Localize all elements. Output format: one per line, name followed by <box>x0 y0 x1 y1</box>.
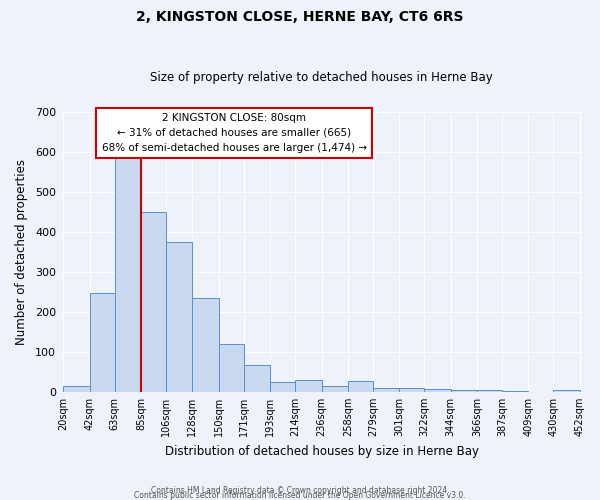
Bar <box>193 298 219 392</box>
Bar <box>399 388 424 392</box>
Bar <box>166 242 193 392</box>
X-axis label: Distribution of detached houses by size in Herne Bay: Distribution of detached houses by size … <box>164 444 479 458</box>
Bar <box>115 158 141 392</box>
Bar <box>64 386 89 392</box>
Text: 2 KINGSTON CLOSE: 80sqm
← 31% of detached houses are smaller (665)
68% of semi-d: 2 KINGSTON CLOSE: 80sqm ← 31% of detache… <box>102 113 367 152</box>
Bar <box>219 344 244 392</box>
Title: Size of property relative to detached houses in Herne Bay: Size of property relative to detached ho… <box>150 72 493 85</box>
Text: Contains public sector information licensed under the Open Government Licence v3: Contains public sector information licen… <box>134 490 466 500</box>
Bar <box>141 212 166 392</box>
Bar <box>373 388 399 392</box>
Bar <box>477 390 502 392</box>
Bar <box>348 380 373 392</box>
Bar <box>322 386 348 392</box>
Text: Contains HM Land Registry data © Crown copyright and database right 2024.: Contains HM Land Registry data © Crown c… <box>151 486 449 495</box>
Bar <box>89 293 115 392</box>
Bar <box>244 365 270 392</box>
Bar <box>295 380 322 392</box>
Bar <box>553 390 580 392</box>
Bar <box>451 390 477 392</box>
Y-axis label: Number of detached properties: Number of detached properties <box>15 159 28 345</box>
Bar <box>502 390 529 392</box>
Bar <box>424 388 451 392</box>
Text: 2, KINGSTON CLOSE, HERNE BAY, CT6 6RS: 2, KINGSTON CLOSE, HERNE BAY, CT6 6RS <box>136 10 464 24</box>
Bar <box>270 382 295 392</box>
